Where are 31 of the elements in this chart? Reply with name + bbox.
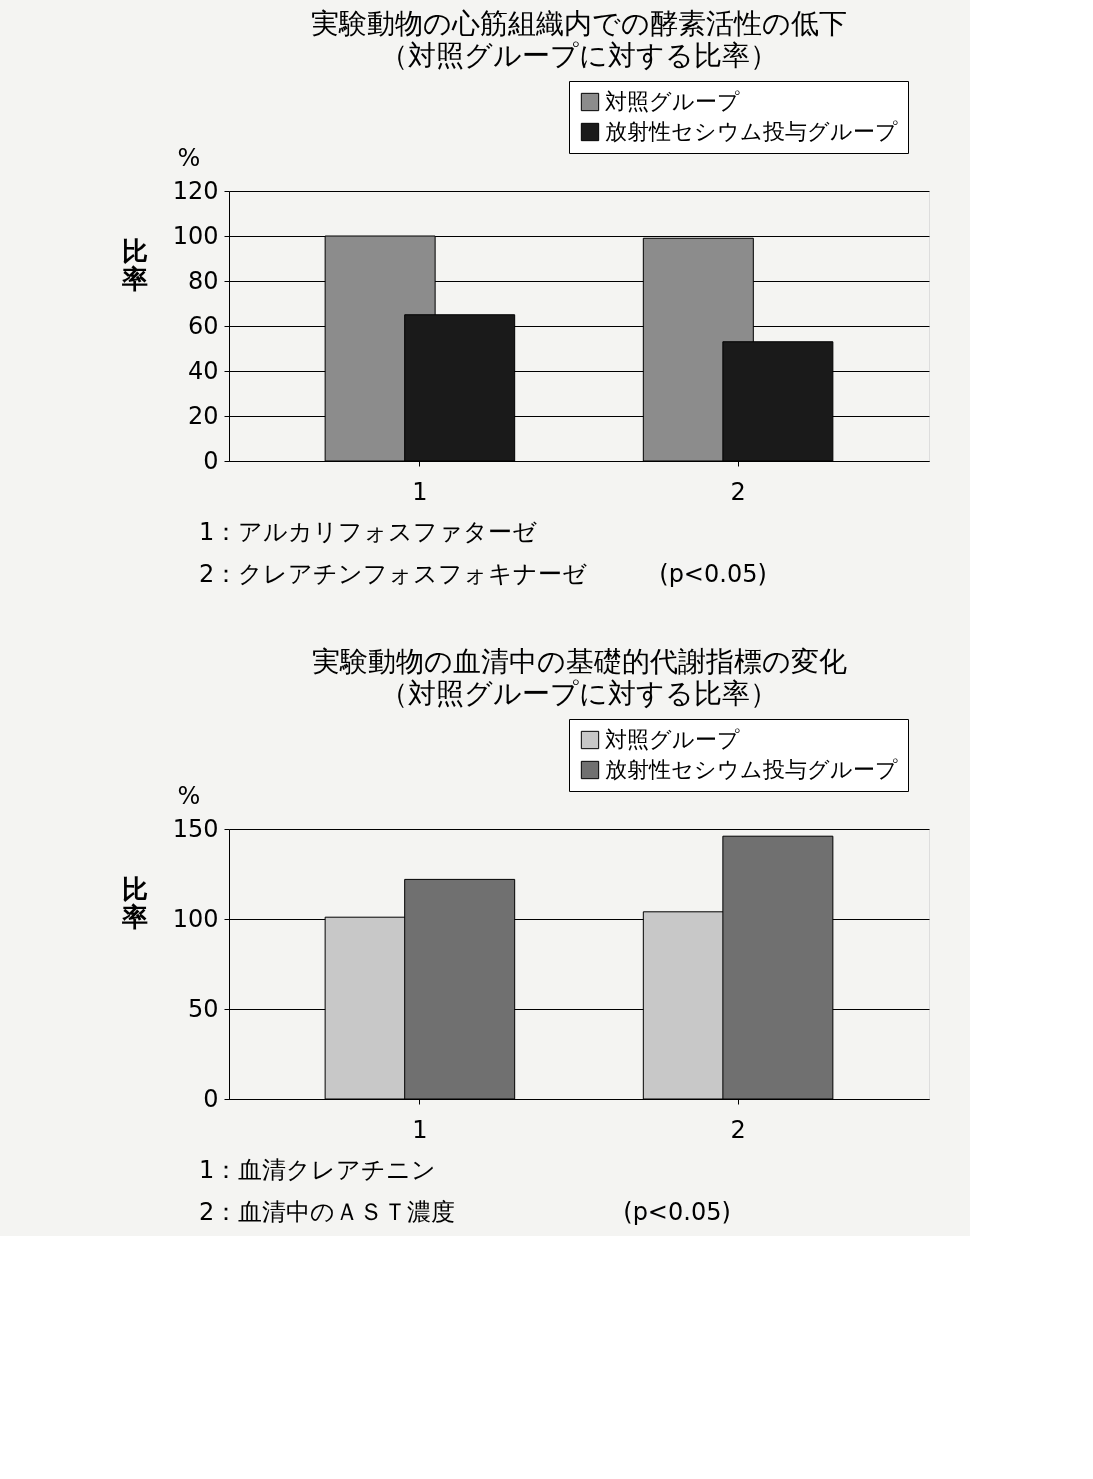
y-tick-label: 0 [203,446,219,475]
chart-title: 実験動物の血清中の基礎的代謝指標の変化 [311,644,847,678]
legend-label: 放射性セシウム投与グループ [605,757,898,782]
text: 1：アルカリフォスファターゼ [199,518,538,546]
y-tick-label: 100 [172,221,219,250]
y-axis-title: 比率 [120,873,148,932]
text: 2：クレアチンフォスフォキナーゼ (p<0.05) [199,560,767,588]
y-tick-label: 60 [187,311,219,340]
y-tick-label: 40 [187,356,219,385]
text: % [177,782,201,810]
text: 1：血清クレアチニン [199,1156,437,1184]
x-tick-label: 1 [412,1115,428,1144]
legend-label: 対照グループ [605,89,740,114]
legend-label: 対照グループ [605,727,740,752]
chart-subtitle: （対照グループに対する比率） [380,676,778,710]
y-tick-label: 100 [172,904,219,933]
chart-subtitle: （対照グループに対する比率） [380,38,778,72]
y-tick-label: 150 [172,814,219,843]
y-axis-title: 比率 [120,235,148,294]
text: 2：血清中のＡＳＴ濃度 (p<0.05) [199,1198,731,1226]
x-tick-label: 2 [730,477,746,506]
y-tick-label: 50 [187,994,219,1023]
y-tick-label: 0 [203,1084,219,1113]
x-tick-label: 2 [730,1115,746,1144]
chart-title: 実験動物の心筋組織内での酵素活性の低下 [311,6,847,40]
text: % [177,144,201,172]
y-tick-label: 120 [172,176,219,205]
x-tick-label: 1 [412,477,428,506]
y-tick-label: 80 [187,266,219,295]
y-tick-label: 20 [187,401,219,430]
legend-label: 放射性セシウム投与グループ [605,119,898,144]
